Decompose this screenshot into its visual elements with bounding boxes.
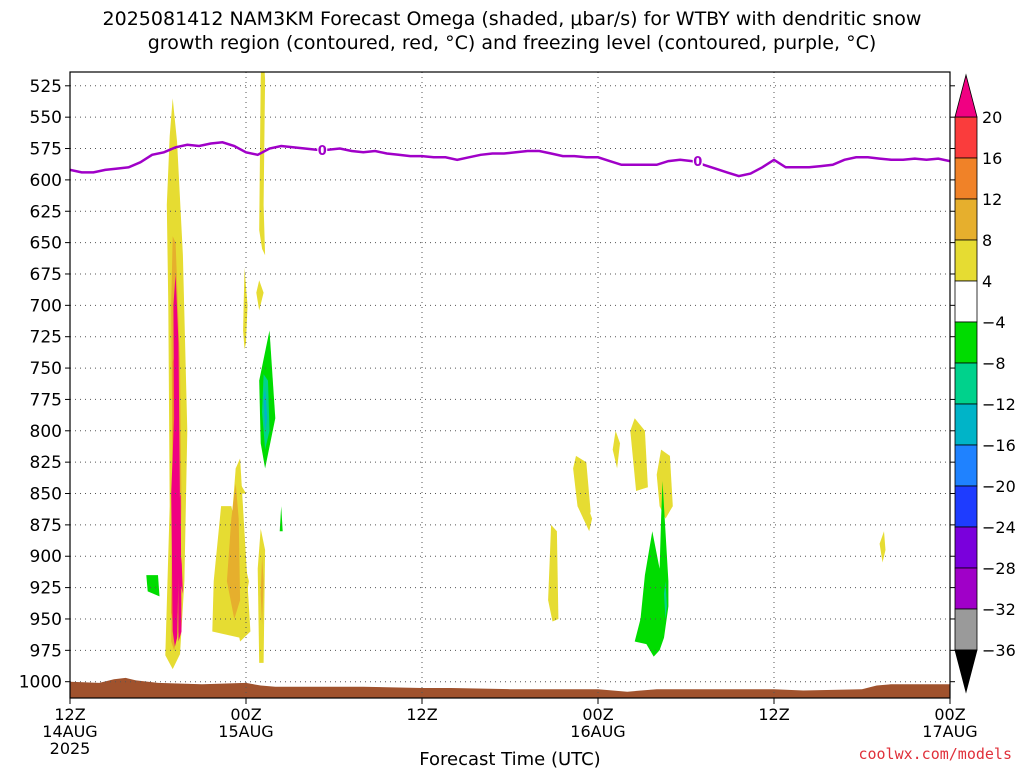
y-tick-label: 775 (30, 390, 62, 410)
omega-region-4 (177, 493, 182, 642)
colorbar-bin (954, 198, 978, 241)
omega-region-22 (573, 455, 591, 519)
omega-region-5 (180, 556, 183, 594)
y-tick-label: 925 (30, 579, 62, 599)
x-tick-label: 17AUG (922, 722, 977, 741)
omega-region-12 (259, 72, 266, 256)
y-tick-label: 975 (30, 641, 62, 661)
colorbar-bin (954, 567, 978, 610)
omega-region-28 (664, 581, 667, 619)
y-tick-label: 700 (30, 296, 62, 316)
colorbar-top-triangle (954, 73, 978, 118)
colorbar-label: 12 (982, 190, 1002, 209)
colorbar-label: 20 (982, 108, 1002, 127)
y-tick-label: 850 (30, 485, 62, 505)
omega-region-26 (656, 449, 673, 519)
y-tick-label: 550 (30, 108, 62, 128)
colorbar-label: −12 (982, 395, 1016, 414)
plot-clip-group: 00 (70, 72, 950, 698)
colorbar-bin (954, 321, 978, 364)
colorbar-label: −36 (982, 641, 1016, 660)
y-tick-label: 1000 (19, 673, 62, 693)
colorbar-bin (954, 280, 978, 323)
omega-region-21 (548, 524, 559, 622)
colorbar-bin (954, 362, 978, 405)
omega-region-13 (256, 280, 264, 311)
y-tick-label: 625 (30, 202, 62, 222)
y-tick-label: 900 (30, 547, 62, 567)
colorbar-label: 16 (982, 149, 1002, 168)
colorbar-label: −4 (982, 313, 1006, 332)
freezing-level-line (70, 141, 950, 178)
colorbar-label: −32 (982, 600, 1016, 619)
colorbar-bin (954, 157, 978, 200)
omega-region-25 (630, 418, 648, 491)
omega-region-11 (260, 556, 264, 626)
colorbar-label: −16 (982, 436, 1016, 455)
colorbar-label: −24 (982, 518, 1016, 537)
colorbar-label: 8 (982, 231, 992, 250)
terrain-fill (70, 677, 950, 698)
y-tick-label: 800 (30, 422, 62, 442)
freezing-level-label: 0 (693, 155, 702, 170)
omega-region-27 (634, 481, 669, 657)
y-tick-label: 600 (30, 171, 62, 191)
x-tick-label: 00Z (934, 705, 965, 724)
y-tick-label: 825 (30, 453, 62, 473)
credit-text: coolwx.com/models (858, 745, 1012, 763)
colorbar: 20 16 12 8 4 −4 −8 −12 −16 −20 −24 −28 −32 −36 (954, 73, 1016, 694)
colorbar-bottom-triangle (954, 649, 978, 694)
y-tick-label: 950 (30, 610, 62, 630)
x-tick-label: 12Z (54, 705, 85, 724)
omega-region-14 (243, 267, 248, 350)
colorbar-label: −20 (982, 477, 1016, 496)
x-axis-label: Forecast Time (UTC) (419, 749, 600, 768)
colorbar-label: −8 (982, 354, 1006, 373)
chart-title-line-2: growth region (contoured, red, °C) and f… (147, 32, 877, 54)
freezing-level-label-bg (317, 142, 328, 157)
y-tick-label: 725 (30, 328, 62, 348)
colorbar-bin (954, 116, 978, 159)
colorbar-bin (954, 485, 978, 528)
colorbar-bin (954, 526, 978, 569)
freezing-level-label: 0 (318, 144, 327, 159)
omega-region-17 (263, 386, 268, 431)
omega-region-24 (612, 430, 620, 469)
y-tick-label: 650 (30, 234, 62, 254)
y-tick-label: 875 (30, 516, 62, 536)
omega-region-18 (279, 506, 283, 532)
colorbar-bin (954, 239, 978, 282)
freezing-level-label-bg (692, 154, 703, 169)
x-tick-label: 12Z (758, 705, 789, 724)
x-tick-label: 14AUG (42, 722, 97, 741)
omega-region-20 (285, 575, 290, 594)
x-tick-label: 15AUG (218, 722, 273, 741)
chart-title-line-1: 2025081412 NAM3KM Forecast Omega (shaded… (102, 8, 922, 30)
y-axis: 525 550 575 600 625 650 675 700 725 750 775 800 825 8… (19, 77, 955, 693)
x-tick-label: 00Z (582, 705, 613, 724)
colorbar-bin (954, 444, 978, 487)
omega-region-9 (226, 483, 241, 619)
omega-region-29 (879, 531, 886, 563)
x-tick-label: 12Z (406, 705, 437, 724)
y-tick-label: 675 (30, 265, 62, 285)
y-tick-label: 575 (30, 140, 62, 160)
colorbar-label: 4 (982, 272, 992, 291)
omega-region-19 (146, 575, 160, 597)
plot-frame (69, 71, 951, 699)
plot-area: 00 (70, 72, 950, 698)
omega-region-23 (583, 506, 593, 532)
y-tick-label: 750 (30, 359, 62, 379)
x-tick-label: 2025 (50, 739, 91, 758)
x-tick-label: 16AUG (570, 722, 625, 741)
y-tick-label: 525 (30, 77, 62, 97)
omega-region-3 (171, 274, 180, 647)
plot-border (69, 71, 951, 699)
colorbar-bin (954, 403, 978, 446)
colorbar-bin (954, 608, 978, 651)
colorbar-label: −28 (982, 559, 1016, 578)
x-tick-label: 00Z (230, 705, 261, 724)
